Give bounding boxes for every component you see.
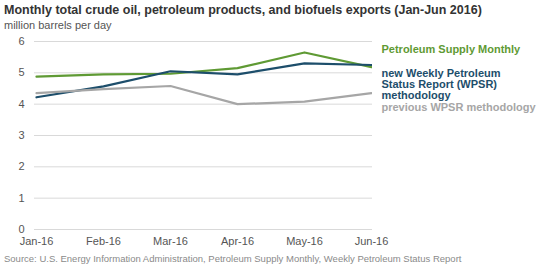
svg-text:4: 4 <box>18 98 24 110</box>
svg-text:previous WPSR methodology: previous WPSR methodology <box>382 101 537 113</box>
html-text:Monthly total crude oil, petro: Monthly total crude oil, petroleum produ… <box>4 3 482 17</box>
svg-text:new Weekly PetroleumStatus Rep: new Weekly PetroleumStatus Report (WPSR)… <box>382 67 501 101</box>
html-text:Source: U.S. Energy Informatio: Source: U.S. Energy Information Administ… <box>4 253 462 264</box>
svg-text:3: 3 <box>18 129 24 141</box>
svg-text:Apr-16: Apr-16 <box>221 235 254 247</box>
html-text:million barrels per day: million barrels per day <box>4 19 112 31</box>
svg-text:0: 0 <box>18 223 24 235</box>
svg-text:6: 6 <box>18 35 24 47</box>
svg-text:May-16: May-16 <box>286 235 323 247</box>
svg-text:Feb-16: Feb-16 <box>86 235 121 247</box>
svg-text:Jun-16: Jun-16 <box>355 235 389 247</box>
svg-text:Jan-16: Jan-16 <box>20 235 54 247</box>
svg-text:Petroleum Supply Monthly: Petroleum Supply Monthly <box>382 43 522 55</box>
svg-text:1: 1 <box>18 192 24 204</box>
svg-text:5: 5 <box>18 66 24 78</box>
svg-text:2: 2 <box>18 160 24 172</box>
svg-text:Mar-16: Mar-16 <box>153 235 188 247</box>
